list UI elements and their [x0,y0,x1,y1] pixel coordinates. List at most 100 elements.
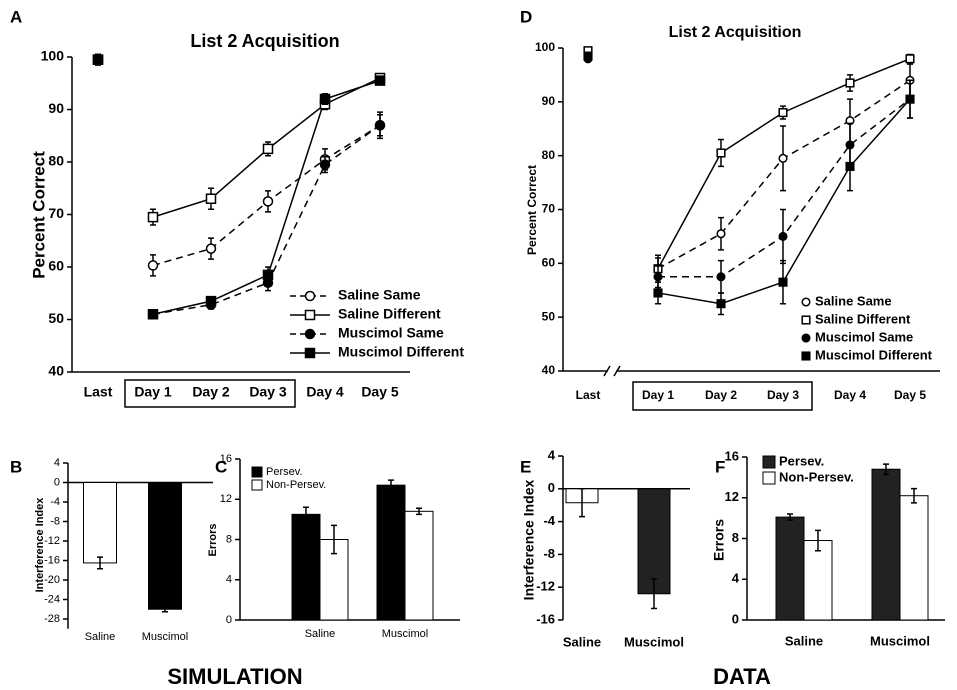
panel-letter: A [10,7,22,26]
y-tick-label: 4 [54,457,60,469]
y-tick-label: -28 [44,613,60,625]
marker [653,288,663,298]
marker [262,269,274,281]
error-bar [815,529,821,552]
marker [905,54,915,64]
marker [845,161,855,171]
marker [205,243,217,254]
marker [147,211,159,223]
marker [262,196,274,207]
bar [899,495,929,621]
marker [205,193,217,204]
marker [801,351,811,361]
legend-label: Muscimol Same [815,329,913,344]
y-tick-label: -12 [536,579,555,594]
marker [653,272,663,282]
x-tick-label: Saline [785,633,823,648]
error-bar [787,513,793,521]
chart-title: List 2 Acquisition [669,24,802,41]
series-line [152,124,381,315]
caption: SIMULATION [167,664,302,689]
x-tick-label: Saline [85,631,116,643]
y-axis-label: Interference Index [34,497,46,593]
bar [83,482,117,564]
y-tick-label: 70 [48,205,64,221]
x-tick-label: Day 5 [361,384,399,400]
bar [404,510,434,621]
chart-title: List 2 Acquisition [190,31,339,51]
bar [803,540,833,621]
error-bar [388,479,394,491]
caption: DATA [713,664,771,689]
bar [775,516,805,621]
y-tick-label: 60 [542,256,556,270]
legend-swatch [762,471,776,485]
marker [205,295,217,307]
x-tick-label: Day 1 [134,384,172,400]
y-tick-label: -8 [543,546,555,561]
error-bar [97,556,103,570]
bar [376,484,406,621]
day-range-box [632,381,813,411]
x-tick-label: Day 1 [642,388,674,402]
x-tick-label: Day 2 [192,384,230,400]
day-range-box [124,379,296,408]
y-tick-label: 0 [548,480,555,495]
y-tick-label: -16 [536,611,555,626]
y-tick-label: 8 [732,530,739,545]
marker [905,94,915,104]
y-tick-label: 100 [41,48,65,64]
marker [778,153,788,163]
y-tick-label: 40 [48,363,64,379]
panel-letter: E [520,457,531,476]
marker [147,260,159,271]
marker [92,54,104,65]
marker [716,229,726,239]
y-tick-label: 8 [226,533,232,545]
y-tick-label: 80 [48,153,64,169]
legend-label: Saline Same [815,293,892,308]
bar [291,513,321,621]
y-tick-label: -4 [50,496,60,508]
marker [845,78,855,88]
bar [148,482,182,610]
legend-swatch [762,455,776,469]
marker [801,315,811,325]
y-tick-label: 4 [548,447,556,462]
marker [147,309,159,320]
marker [778,277,788,287]
legend-label: Non-Persev. [779,469,854,484]
x-tick-label: Day 3 [249,384,287,400]
marker [778,108,788,118]
panel-letter: D [520,7,532,26]
marker [304,347,316,359]
x-tick-label: Saline [305,628,336,640]
y-tick-label: -20 [44,574,60,586]
y-tick-label: 12 [220,493,232,505]
bar [871,468,901,621]
marker [778,231,788,241]
error-bar [416,507,422,516]
y-tick-label: 16 [220,453,232,465]
marker [801,297,811,307]
y-tick-label: 80 [542,148,556,162]
x-tick-label: Muscimol [382,628,428,640]
y-tick-label: 0 [732,611,739,626]
legend-label: Muscimol Different [338,344,464,360]
marker [716,148,726,158]
legend-swatch [251,479,263,491]
error-bar [651,578,657,610]
y-tick-label: 100 [535,40,555,54]
marker [319,93,331,105]
y-tick-label: 4 [732,571,740,586]
x-tick-label: Day 4 [834,388,866,402]
error-bar [911,487,917,504]
axis-break [603,365,621,377]
x-tick-label: Day 3 [767,388,799,402]
marker [716,299,726,309]
marker [583,51,593,61]
x-tick-label: Day 4 [306,384,344,400]
y-tick-label: 4 [226,574,232,586]
y-tick-label: -8 [50,515,60,527]
